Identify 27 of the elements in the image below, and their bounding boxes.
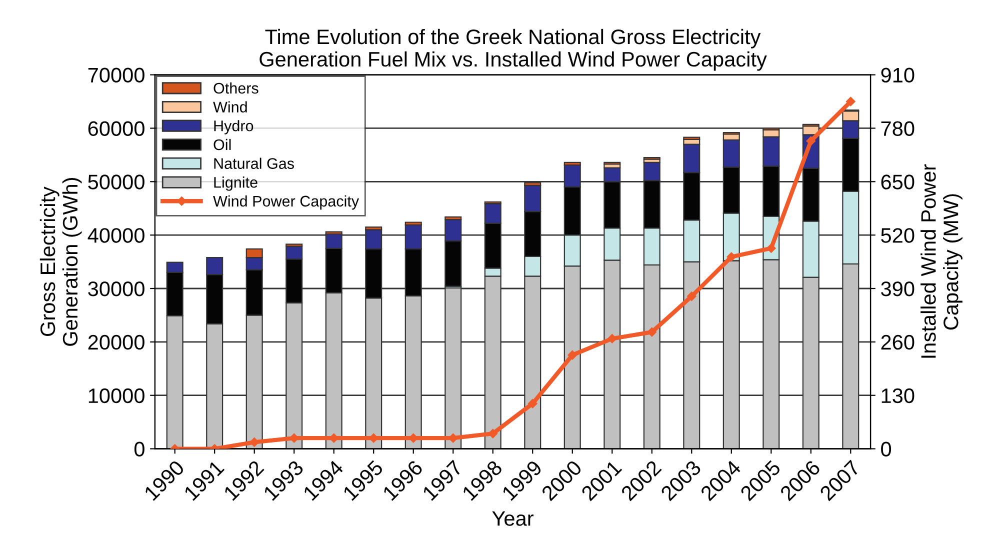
y-tick-label: 30000 (88, 282, 144, 296)
y2-axis-title: Installed Wind Power Capacity (MW) (920, 164, 962, 358)
legend-label: Natural Gas (214, 158, 294, 169)
y-tick-label: 50000 (88, 174, 144, 190)
x-axis-title: Year (492, 511, 534, 526)
y2-tick-label: 520 (881, 228, 914, 243)
legend-label: Hydro (214, 120, 254, 134)
y2-tick-label: 390 (881, 282, 914, 296)
y2-tick-label: 650 (881, 174, 914, 190)
legend-label: Lignite (214, 176, 258, 191)
y-tick-label: 40000 (88, 228, 144, 243)
legend-label: Wind Power Capacity (213, 195, 360, 210)
legend-label: Wind (213, 101, 247, 112)
legend-label: Others (214, 82, 258, 94)
y-tick-label: 60000 (88, 121, 144, 136)
y-tick-label: 20000 (88, 334, 144, 350)
y-tick-label: 70000 (88, 68, 144, 83)
legend-label: Oil (214, 138, 231, 150)
y2-tick-label: 130 (882, 388, 914, 404)
y-tick-label: 0 (134, 442, 144, 457)
y2-tick-label: 910 (881, 68, 914, 83)
y2-tick-label: 260 (881, 334, 914, 350)
y2-tick-label: 0 (881, 442, 892, 457)
y2-tick-label: 780 (881, 121, 914, 136)
y-axis-title: Gross Electricity Generation (GWh) (40, 178, 82, 346)
chart-title: Time Evolution of the Greek National Gross Electricity Generation Fuel Mix vs. Installed Wind Power Capacity (260, 28, 767, 71)
y-tick-label: 10000 (88, 388, 144, 404)
